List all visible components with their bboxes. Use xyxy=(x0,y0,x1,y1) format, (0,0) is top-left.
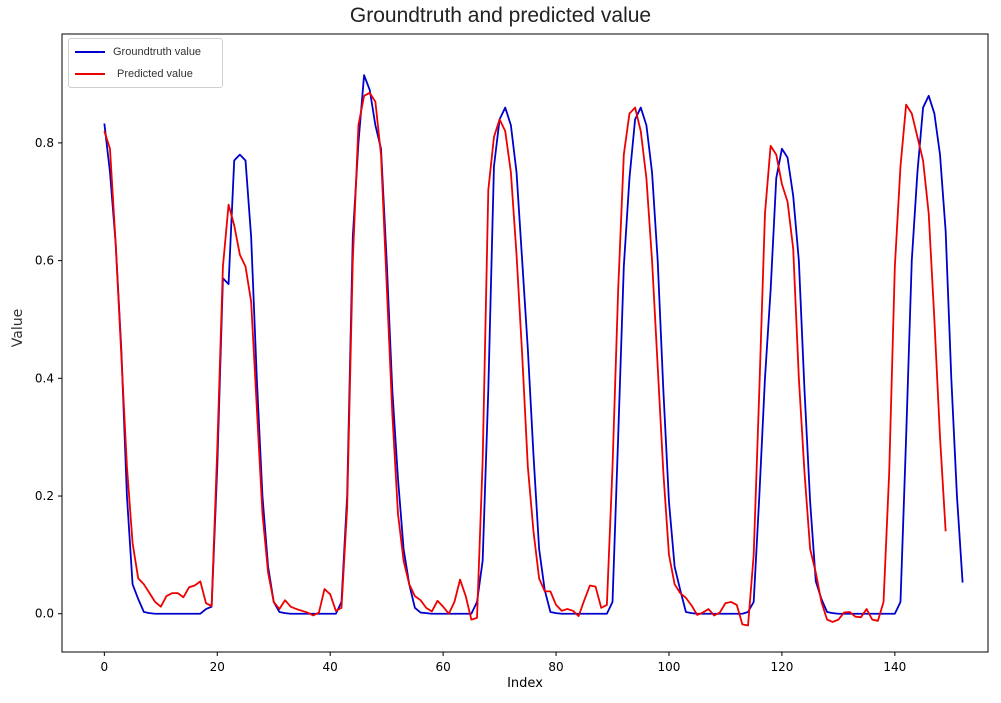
y-axis-label: Value xyxy=(10,308,26,348)
x-tick-label: 20 xyxy=(210,660,225,674)
x-tick-label: 0 xyxy=(101,660,109,674)
x-tick-label: 60 xyxy=(435,660,450,674)
x-axis-label: Index xyxy=(507,676,543,691)
y-tick-label: 0.0 xyxy=(35,607,54,621)
legend-entry-predicted: Predicted value xyxy=(75,65,193,83)
series-line-predicted xyxy=(103,91,947,627)
x-tick-label: 100 xyxy=(658,660,681,674)
legend-swatch-predicted xyxy=(75,73,105,75)
y-tick-label: 0.6 xyxy=(35,254,54,268)
x-tick-label: 140 xyxy=(883,660,906,674)
y-tick-label: 0.8 xyxy=(35,136,54,150)
y-tick-label: 0.4 xyxy=(35,371,54,385)
legend-label-predicted: Predicted value xyxy=(117,68,193,80)
x-tick-label: 40 xyxy=(323,660,338,674)
legend: Groundtruth value Predicted value xyxy=(68,38,223,88)
legend-swatch-groundtruth xyxy=(75,51,105,53)
legend-entry-groundtruth: Groundtruth value xyxy=(75,43,201,61)
plot-frame xyxy=(61,33,989,653)
chart-title: Groundtruth and predicted value xyxy=(349,4,652,27)
y-tick-label: 0.2 xyxy=(35,489,54,503)
x-tick-label: 120 xyxy=(770,660,793,674)
legend-label-groundtruth: Groundtruth value xyxy=(113,46,202,58)
x-tick-label: 80 xyxy=(548,660,563,674)
